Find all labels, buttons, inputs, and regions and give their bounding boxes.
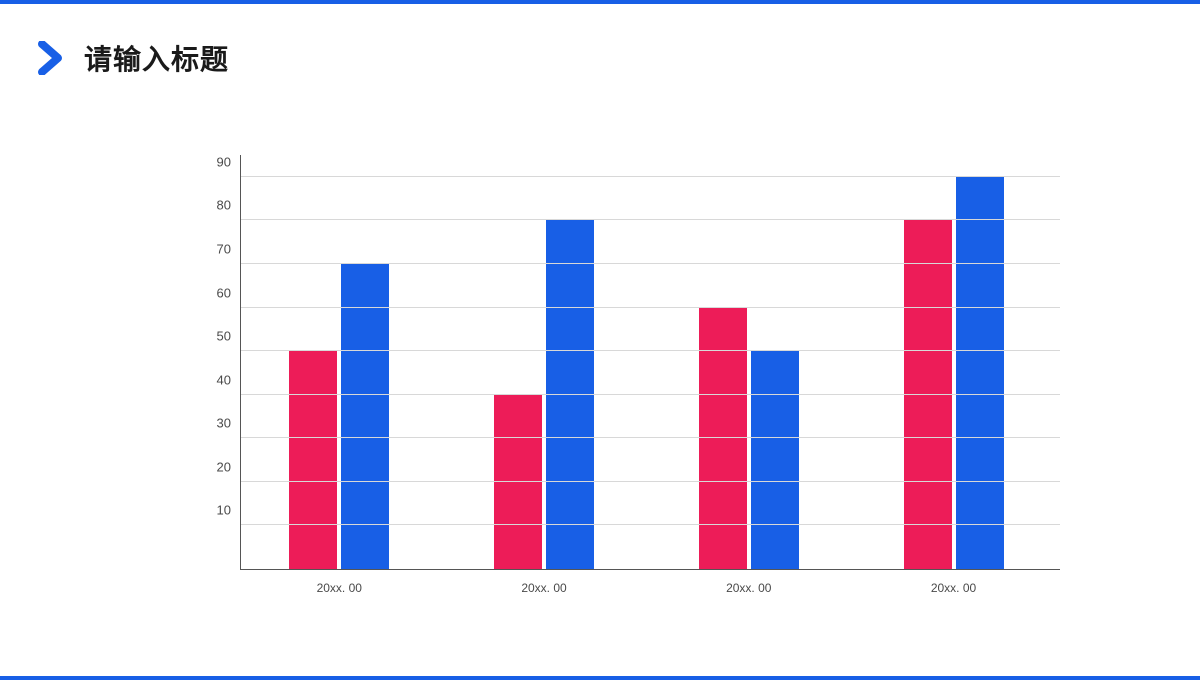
bar bbox=[751, 351, 799, 569]
y-tick-label: 20 bbox=[217, 459, 231, 474]
plot-area: 10203040506070809020xx. 0020xx. 0020xx. … bbox=[240, 155, 1060, 570]
bar-group bbox=[699, 308, 799, 569]
x-tick-label: 20xx. 00 bbox=[317, 581, 362, 595]
x-tick-label: 20xx. 00 bbox=[931, 581, 976, 595]
bar bbox=[956, 177, 1004, 569]
x-tick-label: 20xx. 00 bbox=[521, 581, 566, 595]
bars-layer bbox=[241, 155, 1060, 569]
chevron-right-icon bbox=[38, 41, 66, 75]
y-tick-label: 40 bbox=[217, 372, 231, 387]
gridline bbox=[241, 176, 1060, 177]
bar bbox=[341, 264, 389, 569]
gridline bbox=[241, 219, 1060, 220]
bar-group bbox=[289, 264, 389, 569]
page-title: 请输入标题 bbox=[84, 38, 229, 78]
gridline bbox=[241, 524, 1060, 525]
gridline bbox=[241, 350, 1060, 351]
y-tick-label: 90 bbox=[217, 154, 231, 169]
gridline bbox=[241, 481, 1060, 482]
bar bbox=[494, 395, 542, 569]
x-tick-label: 20xx. 00 bbox=[726, 581, 771, 595]
y-tick-label: 50 bbox=[217, 329, 231, 344]
gridline bbox=[241, 307, 1060, 308]
bar bbox=[546, 220, 594, 569]
y-tick-label: 10 bbox=[217, 503, 231, 518]
gridline bbox=[241, 263, 1060, 264]
bar bbox=[699, 308, 747, 569]
y-tick-label: 60 bbox=[217, 285, 231, 300]
bar-group bbox=[494, 220, 594, 569]
bar-group bbox=[904, 177, 1004, 569]
bar bbox=[289, 351, 337, 569]
bar bbox=[904, 220, 952, 569]
y-tick-label: 30 bbox=[217, 416, 231, 431]
y-tick-label: 70 bbox=[217, 241, 231, 256]
gridline bbox=[241, 394, 1060, 395]
header: 请输入标题 bbox=[38, 38, 229, 78]
y-tick-label: 80 bbox=[217, 198, 231, 213]
top-border bbox=[0, 0, 1200, 4]
gridline bbox=[241, 437, 1060, 438]
bottom-border bbox=[0, 676, 1200, 680]
bar-chart: 10 20 30 40 50 60 70 80 90 20xx. 00 20xx. 00 20xx. … bbox=[190, 155, 1060, 625]
